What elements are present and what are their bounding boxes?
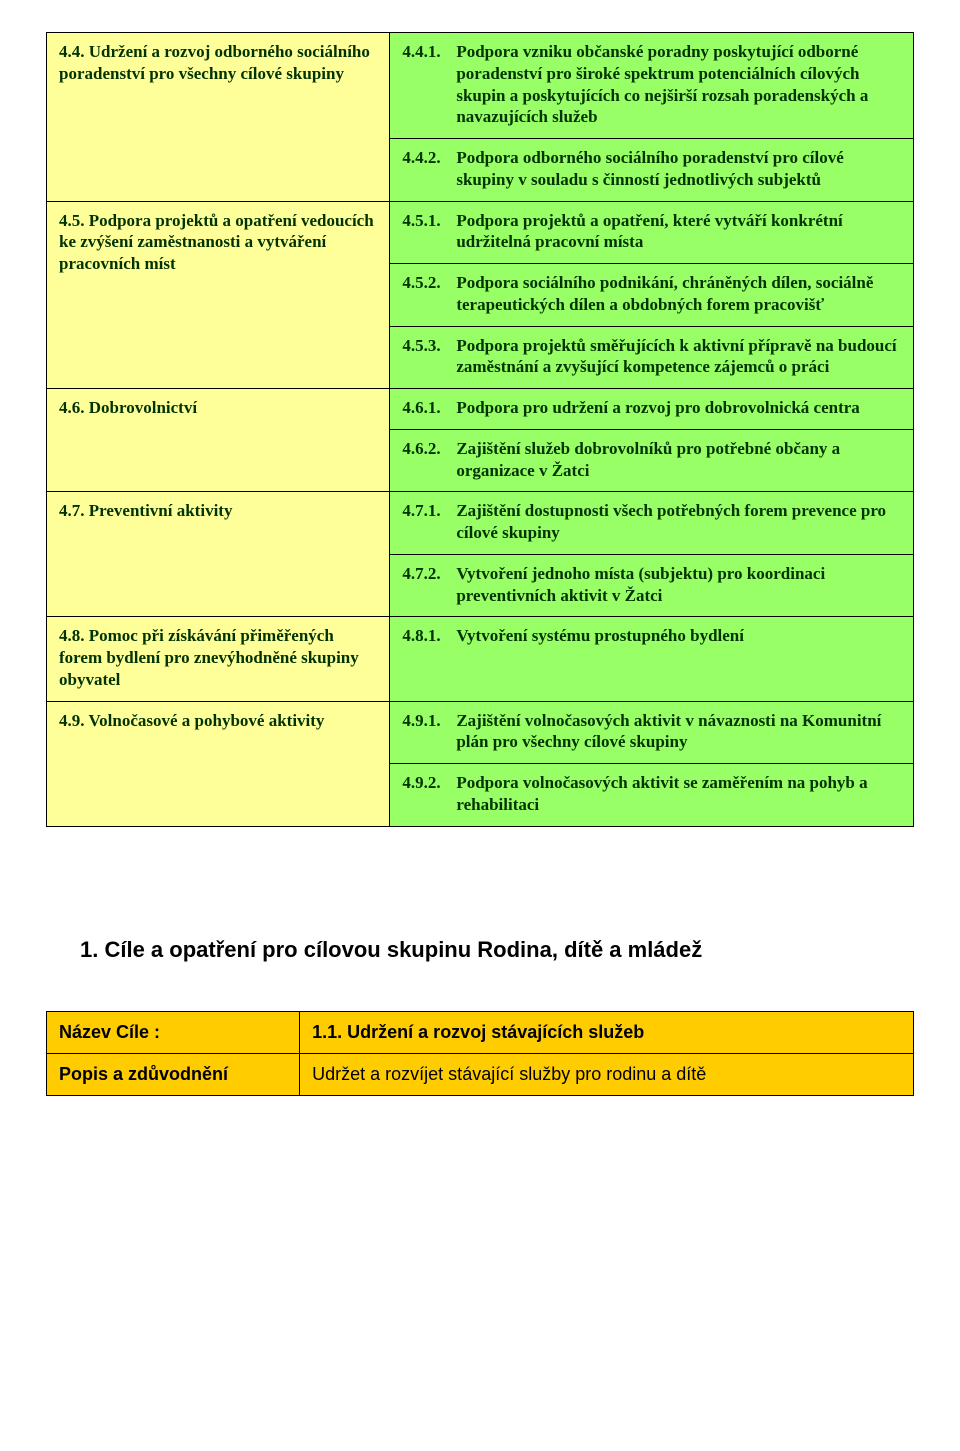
objective-text: Dobrovolnictví xyxy=(85,398,198,417)
measure-text: Podpora pro udržení a rozvoj pro dobrovo… xyxy=(456,397,901,419)
objective-text: Pomoc při získávání přiměřených forem by… xyxy=(59,626,359,689)
objective-text: Podpora projektů a opatření vedoucích ke… xyxy=(59,211,374,274)
objective-text: Preventivní aktivity xyxy=(85,501,233,520)
measure-cell: 4.5.1.Podpora projektů a opatření, které… xyxy=(390,201,914,264)
measure-text: Vytvoření jednoho místa (subjektu) pro k… xyxy=(456,563,901,607)
measure-text: Zajištění služeb dobrovolníků pro potřeb… xyxy=(456,438,901,482)
measure-number: 4.4.2. xyxy=(402,147,456,191)
objective-number: 4.8. xyxy=(59,626,85,645)
objective-number: 4.9. xyxy=(59,711,85,730)
objective-number: 4.6. xyxy=(59,398,85,417)
measure-number: 4.8.1. xyxy=(402,625,456,647)
measure-number: 4.5.3. xyxy=(402,335,456,379)
measure-number: 4.7.1. xyxy=(402,500,456,544)
objective-number: 4.4. xyxy=(59,42,85,61)
objective-number: 4.5. xyxy=(59,211,85,230)
detail-row: Název Cíle :1.1. Udržení a rozvoj stávaj… xyxy=(47,1011,914,1053)
measure-cell: 4.6.2.Zajištění služeb dobrovolníků pro … xyxy=(390,429,914,492)
objective-text: Udržení a rozvoj odborného sociálního po… xyxy=(59,42,370,83)
detail-value: Udržet a rozvíjet stávající služby pro r… xyxy=(300,1053,914,1095)
detail-table: Název Cíle :1.1. Udržení a rozvoj stávaj… xyxy=(46,1011,914,1096)
objective-cell: 4.6. Dobrovolnictví xyxy=(47,389,390,492)
objective-cell: 4.9. Volnočasové a pohybové aktivity xyxy=(47,701,390,826)
objective-number: 4.7. xyxy=(59,501,85,520)
objectives-table: 4.4. Udržení a rozvoj odborného sociální… xyxy=(46,32,914,827)
measure-cell: 4.4.1.Podpora vzniku občanské poradny po… xyxy=(390,33,914,139)
measure-number: 4.6.1. xyxy=(402,397,456,419)
measure-number: 4.9.2. xyxy=(402,772,456,816)
detail-row: Popis a zdůvodněníUdržet a rozvíjet stáv… xyxy=(47,1053,914,1095)
measure-cell: 4.5.3.Podpora projektů směřujících k akt… xyxy=(390,326,914,389)
measure-text: Podpora odborného sociálního poradenství… xyxy=(456,147,901,191)
measure-text: Vytvoření systému prostupného bydlení xyxy=(456,625,901,647)
measure-number: 4.7.2. xyxy=(402,563,456,607)
measure-text: Podpora volnočasových aktivit se zaměřen… xyxy=(456,772,901,816)
detail-value: 1.1. Udržení a rozvoj stávajících služeb xyxy=(300,1011,914,1053)
table-row: 4.8. Pomoc při získávání přiměřených for… xyxy=(47,617,914,701)
measure-number: 4.5.1. xyxy=(402,210,456,254)
measure-text: Zajištění dostupnosti všech potřebných f… xyxy=(456,500,901,544)
measure-text: Podpora sociálního podnikání, chráněných… xyxy=(456,272,901,316)
table-row: 4.4. Udržení a rozvoj odborného sociální… xyxy=(47,33,914,139)
measure-number: 4.4.1. xyxy=(402,41,456,128)
measure-text: Zajištění volnočasových aktivit v návazn… xyxy=(456,710,901,754)
measure-cell: 4.9.2.Podpora volnočasových aktivit se z… xyxy=(390,764,914,827)
detail-label: Popis a zdůvodnění xyxy=(47,1053,300,1095)
table-row: 4.7. Preventivní aktivity 4.7.1.Zajištění… xyxy=(47,492,914,555)
objective-cell: 4.7. Preventivní aktivity xyxy=(47,492,390,617)
measure-cell: 4.5.2.Podpora sociálního podnikání, chrá… xyxy=(390,264,914,327)
table-row: 4.5. Podpora projektů a opatření vedoucí… xyxy=(47,201,914,264)
table-row: 4.9. Volnočasové a pohybové aktivity 4.9.… xyxy=(47,701,914,764)
objective-cell: 4.5. Podpora projektů a opatření vedoucí… xyxy=(47,201,390,389)
measure-cell: 4.6.1.Podpora pro udržení a rozvoj pro d… xyxy=(390,389,914,430)
measure-cell: 4.4.2.Podpora odborného sociálního porad… xyxy=(390,139,914,202)
measure-cell: 4.8.1.Vytvoření systému prostupného bydl… xyxy=(390,617,914,701)
objective-cell: 4.8. Pomoc při získávání přiměřených for… xyxy=(47,617,390,701)
measure-text: Podpora projektů a opatření, které vytvá… xyxy=(456,210,901,254)
objective-cell: 4.4. Udržení a rozvoj odborného sociální… xyxy=(47,33,390,202)
objective-text: Volnočasové a pohybové aktivity xyxy=(85,711,325,730)
section-heading: 1. Cíle a opatření pro cílovou skupinu R… xyxy=(80,937,914,963)
measure-cell: 4.7.2.Vytvoření jednoho místa (subjektu)… xyxy=(390,554,914,617)
measure-text: Podpora vzniku občanské poradny poskytuj… xyxy=(456,41,901,128)
measure-cell: 4.9.1.Zajištění volnočasových aktivit v … xyxy=(390,701,914,764)
measure-text: Podpora projektů směřujících k aktivní p… xyxy=(456,335,901,379)
measure-number: 4.9.1. xyxy=(402,710,456,754)
table-row: 4.6. Dobrovolnictví 4.6.1.Podpora pro udr… xyxy=(47,389,914,430)
measure-number: 4.6.2. xyxy=(402,438,456,482)
measure-number: 4.5.2. xyxy=(402,272,456,316)
measure-cell: 4.7.1.Zajištění dostupnosti všech potřeb… xyxy=(390,492,914,555)
detail-label: Název Cíle : xyxy=(47,1011,300,1053)
